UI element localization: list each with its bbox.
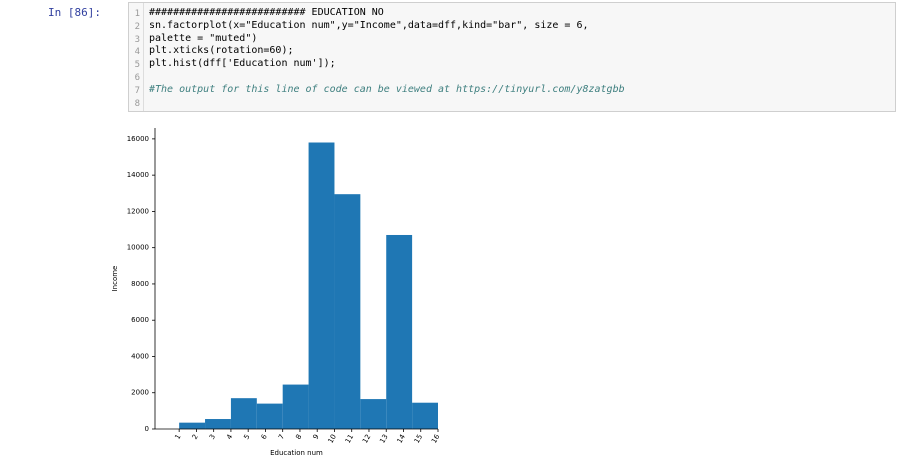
x-tick-label: 4 — [225, 433, 234, 441]
x-tick-label: 12 — [361, 433, 372, 445]
bar — [230, 398, 257, 429]
bar — [412, 402, 438, 429]
x-tick-label: 7 — [277, 433, 286, 441]
y-tick-label: 0 — [145, 425, 149, 433]
bar — [179, 422, 206, 429]
code-line: plt.hist(dff['Education num']); — [149, 58, 336, 70]
code-cell[interactable]: 1 2 3 4 5 6 7 8 ########################## EDUC… — [128, 2, 896, 112]
x-tick-label: 5 — [242, 433, 251, 441]
x-tick-label: 6 — [260, 433, 269, 441]
bar — [386, 234, 413, 429]
x-tick-label: 8 — [294, 433, 303, 441]
y-tick-label: 16000 — [127, 135, 149, 143]
y-tick-label: 14000 — [127, 171, 149, 179]
bar — [308, 142, 335, 429]
x-tick-label: 15 — [413, 433, 424, 445]
bar — [205, 419, 231, 429]
line-number: 7 — [134, 85, 140, 96]
y-tick-label: 2000 — [131, 389, 149, 397]
x-tick-label: 3 — [208, 433, 217, 441]
y-tick-label: 10000 — [127, 244, 149, 252]
line-number: 8 — [134, 98, 140, 109]
x-tick-label: 11 — [344, 433, 355, 445]
y-tick-label: 4000 — [131, 352, 149, 360]
line-number: 2 — [134, 21, 140, 32]
y-tick-label: 8000 — [131, 280, 149, 288]
line-number: 5 — [134, 60, 140, 71]
code-line: ########################## EDUCATION NO — [149, 7, 384, 18]
line-number: 1 — [134, 9, 140, 19]
gutter: 1 2 3 4 5 6 7 8 — [129, 3, 144, 111]
line-number: 3 — [134, 34, 140, 45]
y-tick-label: 12000 — [127, 207, 149, 215]
y-tick-label: 6000 — [131, 316, 149, 324]
code-line: sn.factorplot(x="Education num",y="Incom… — [149, 19, 589, 31]
prompt: In [86]: — [48, 6, 101, 19]
bar — [360, 399, 387, 429]
x-tick-label: 9 — [312, 433, 321, 441]
bar — [334, 194, 361, 429]
x-tick-label: 16 — [430, 433, 442, 445]
code-line: #The output for this line of code can be… — [149, 83, 625, 95]
code-line: plt.xticks(rotation=60); — [149, 45, 294, 57]
code-line: palette = "muted") — [149, 32, 258, 44]
x-tick-label: 14 — [396, 433, 408, 445]
x-tick-label: 10 — [327, 433, 338, 445]
line-number: 6 — [134, 73, 140, 83]
y-axis-label: Income — [111, 266, 119, 292]
bar — [256, 403, 283, 429]
bar — [282, 384, 309, 429]
x-tick-label: 1 — [173, 433, 182, 441]
line-number: 4 — [134, 47, 140, 58]
x-tick-label: 2 — [191, 433, 200, 441]
x-axis-label: Education num — [270, 449, 323, 455]
x-tick-label: 13 — [378, 433, 389, 445]
